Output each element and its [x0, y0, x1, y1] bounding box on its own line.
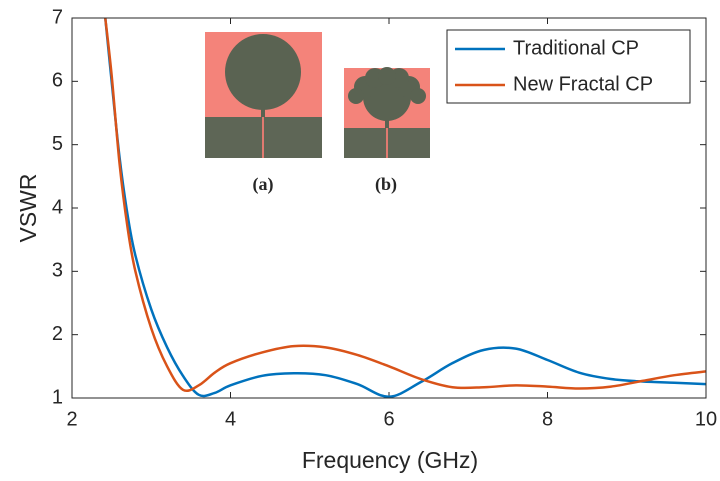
x-tick-label: 4 — [225, 408, 236, 430]
x-tick-label: 10 — [695, 408, 717, 430]
y-tick-label: 4 — [52, 196, 63, 218]
x-tick-label: 6 — [383, 408, 394, 430]
y-axis-label: VSWR — [15, 174, 41, 243]
plot-frame — [71, 17, 707, 399]
annotation: (a) — [253, 174, 274, 195]
feed-gap — [262, 117, 264, 158]
y-tick-label: 2 — [52, 323, 63, 345]
series-line — [104, 18, 706, 393]
y-tick-label: 5 — [52, 133, 63, 155]
patch — [225, 34, 301, 110]
y-tick-label: 7 — [52, 6, 63, 28]
legend-box — [446, 29, 691, 104]
y-tick-label: 3 — [52, 260, 63, 282]
x-tick-label: 8 — [542, 408, 553, 430]
x-tick-label: 2 — [66, 408, 77, 430]
legend-label: New Fractal CP — [513, 73, 653, 95]
y-tick-label: 6 — [52, 70, 63, 92]
annotation: (b) — [375, 174, 397, 195]
series-line — [104, 18, 706, 398]
inset-a — [205, 32, 322, 158]
legend-label: Traditional CP — [513, 37, 639, 59]
y-tick-label: 1 — [52, 386, 63, 408]
x-axis-label: Frequency (GHz) — [302, 447, 478, 473]
inset-b — [344, 67, 430, 158]
feed-gap — [386, 128, 388, 158]
